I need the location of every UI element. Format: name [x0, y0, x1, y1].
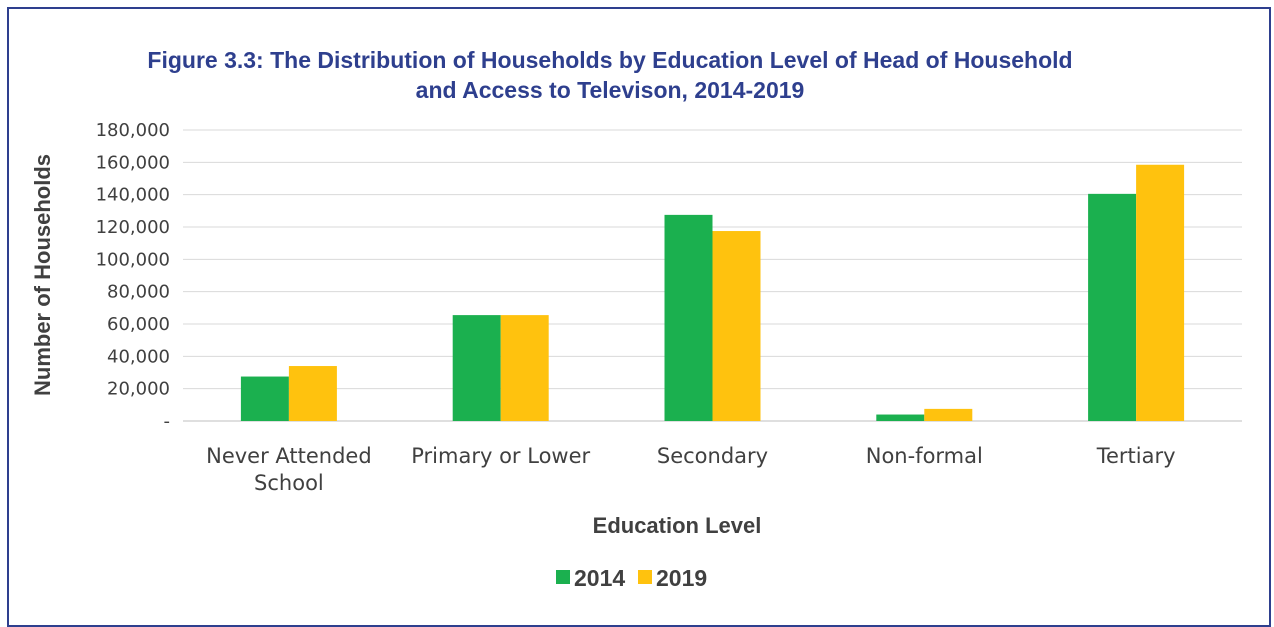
x-category-label: Primary or Lower	[411, 444, 590, 468]
bars	[240, 164, 1185, 421]
x-category-label: Non-formal	[866, 444, 983, 468]
bar-2014-primary-or-lower	[452, 315, 501, 421]
chart-title: Figure 3.3: The Distribution of Househol…	[0, 45, 1220, 105]
legend-label-2019: 2019	[656, 565, 707, 591]
bar-2014-non-formal	[876, 414, 925, 421]
bar-2019-never-attended-school	[288, 366, 337, 421]
y-tick-label: 180,000	[96, 120, 170, 141]
bar-2019-primary-or-lower	[500, 315, 549, 421]
bar-2019-secondary	[712, 231, 761, 421]
chart-frame	[7, 7, 1271, 627]
y-tick-label: -	[164, 411, 171, 432]
y-tick-label: 60,000	[107, 314, 170, 335]
y-tick-label: 40,000	[107, 346, 170, 367]
bar-2019-tertiary	[1136, 164, 1185, 421]
y-axis-ticks: - 20,000 40,000 60,000 80,000 100,000 120,000 1…	[96, 120, 170, 432]
chart-title-line-2: and Access to Televison, 2014-2019	[415, 77, 805, 103]
y-tick-label: 100,000	[96, 249, 170, 270]
bar-2019-non-formal	[924, 408, 973, 421]
y-tick-label: 140,000	[96, 185, 170, 206]
chart-title-line-1: Figure 3.3: The Distribution of Househol…	[147, 47, 1073, 73]
y-tick-label: 160,000	[96, 152, 170, 173]
x-category-label: Secondary	[657, 444, 768, 468]
x-category-label: Tertiary	[1096, 444, 1176, 468]
x-axis-categories: Never Attended School Primary or Lower Seco…	[206, 444, 1175, 495]
x-axis-label: Education Level	[593, 513, 762, 538]
legend-label-2014: 2014	[574, 565, 625, 591]
y-tick-label: 20,000	[107, 379, 170, 400]
bar-2014-never-attended-school	[240, 376, 289, 421]
legend-swatch-2019	[638, 570, 652, 584]
y-axis-label: Number of Households	[30, 154, 55, 396]
legend: 2014 2019	[556, 565, 707, 591]
bar-2014-tertiary	[1088, 193, 1137, 421]
legend-swatch-2014	[556, 570, 570, 584]
y-tick-label: 80,000	[107, 282, 170, 303]
x-category-label: Never Attended School	[206, 444, 372, 495]
y-tick-label: 120,000	[96, 217, 170, 238]
bar-2014-secondary	[664, 214, 713, 421]
